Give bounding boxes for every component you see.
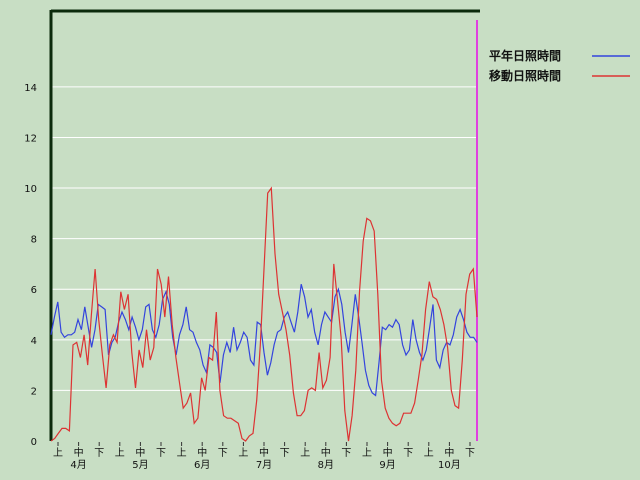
x-period-label: 上 [238,447,248,459]
series-lines [50,186,478,442]
x-period-label: 上 [53,447,63,459]
x-month-label: 10月 [438,459,461,471]
x-axis-ticks: 上中下上中下上中下上中下上中下上中下上中下4月 5月 6月 7月 8月 9月 10月 [53,442,475,471]
y-tick-label: 0 [31,437,37,448]
x-month-label: 4月 [70,459,86,471]
x-period-label: 中 [135,446,145,459]
x-period-label: 下 [94,448,104,459]
y-axis-ticks: 0 2 4 6 8 10 12 14 [24,83,37,448]
x-period-label: 下 [403,448,413,459]
x-month-label: 8月 [318,459,334,471]
series-line-1 [50,284,478,397]
x-period-label: 上 [177,447,187,459]
x-period-label: 上 [115,447,125,459]
x-month-label: 7月 [256,459,272,471]
x-month-label: 6月 [194,459,210,471]
y-tick-label: 4 [31,336,37,347]
legend-label-2: 移動日照時間 [489,68,561,83]
grid-lines [51,86,477,391]
y-tick-label: 14 [24,83,37,94]
x-period-label: 中 [383,446,393,459]
x-period-label: 中 [259,446,269,459]
legend-label-1: 平年日照時間 [489,48,561,63]
x-period-label: 下 [465,448,475,459]
series-line-2 [50,186,478,442]
x-period-label: 中 [321,446,331,459]
y-tick-label: 8 [31,235,37,246]
x-month-label: 9月 [379,459,395,471]
x-period-label: 上 [424,447,434,459]
y-tick-label: 12 [24,133,37,144]
x-period-label: 中 [444,446,454,459]
x-month-label: 5月 [132,459,148,471]
y-tick-label: 2 [31,386,37,397]
x-period-label: 中 [197,446,207,459]
x-period-label: 下 [218,448,228,459]
x-period-label: 下 [341,448,351,459]
x-period-label: 上 [300,447,310,459]
x-period-label: 中 [74,446,84,459]
y-tick-label: 10 [24,184,37,195]
x-period-label: 上 [362,447,372,459]
x-period-label: 下 [280,448,290,459]
y-tick-label: 6 [31,285,37,296]
x-period-label: 下 [156,448,166,459]
